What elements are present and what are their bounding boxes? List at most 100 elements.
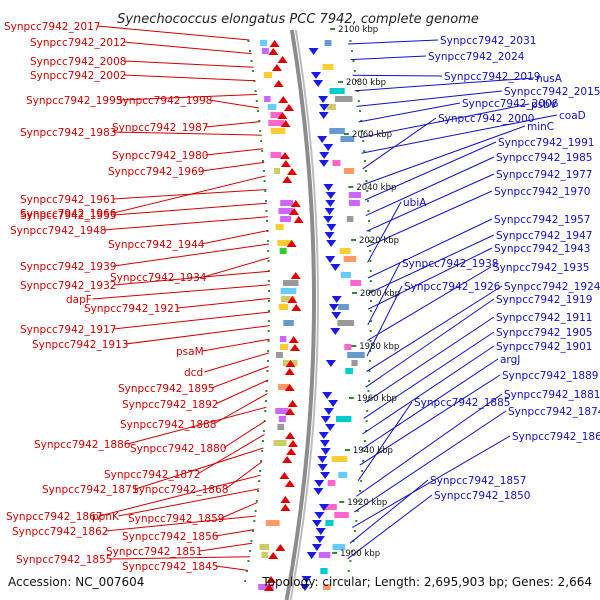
minus-strand-arrow — [286, 240, 297, 247]
minus-strand-arrow — [282, 456, 293, 463]
tick-dot — [369, 350, 372, 352]
plus-strand-arrow — [300, 584, 310, 591]
tick-dot — [244, 580, 247, 582]
tick-dot — [258, 120, 261, 122]
feature-box — [280, 344, 289, 350]
right-leader-line — [367, 218, 493, 279]
left-leader-line — [113, 189, 267, 200]
right-gene-label: minC — [527, 121, 554, 133]
tick-dot — [262, 160, 264, 162]
feature-box — [332, 544, 346, 550]
genome-summary-text: Topology: circular; Length: 2,695,903 bp… — [261, 575, 592, 589]
minus-strand-arrow — [280, 120, 291, 127]
tick-dot — [250, 540, 253, 542]
plus-strand-arrow — [311, 544, 322, 551]
feature-box — [324, 40, 332, 46]
gene-label-layer: 2100 kbp 2080 kbp 2060 kbp 2040 kbp 2020 kbp… — [4, 21, 600, 573]
right-leader-line — [357, 401, 413, 482]
tick-dot — [352, 60, 355, 62]
right-gene-label: ubiA — [403, 197, 427, 209]
tick-dot — [355, 80, 358, 82]
right-gene-label: Synpcc7942_2006 — [462, 98, 559, 110]
tick-dot — [247, 560, 250, 562]
left-gene-label: Synpcc7942_1969 — [108, 166, 204, 178]
minus-strand-arrow — [280, 152, 290, 159]
left-gene-label: Synpcc7942_1917 — [20, 324, 116, 336]
plus-strand-arrow — [331, 296, 342, 303]
tick-dot — [367, 200, 369, 202]
left-gene-label: Synpcc7942_1895 — [118, 383, 214, 395]
feature-box — [270, 112, 282, 118]
minus-strand-arrow — [268, 552, 279, 559]
tick-dot — [254, 510, 257, 512]
plus-strand-arrow — [318, 432, 329, 439]
left-gene-label: dapF — [66, 294, 92, 306]
plus-strand-arrow — [317, 136, 328, 143]
minus-strand-arrow — [285, 432, 296, 439]
feature-box — [267, 104, 277, 110]
tick-dot — [368, 370, 371, 372]
scale-label: 2060 kbp — [352, 130, 392, 140]
left-leader-line — [113, 270, 270, 286]
feature-box — [332, 160, 341, 166]
minus-strand-arrow — [288, 336, 299, 343]
right-gene-label: Synpcc7942_1947 — [496, 230, 592, 242]
minus-strand-arrow — [290, 344, 300, 351]
left-gene-label: Synpcc7942_1961 — [20, 194, 116, 206]
scale-label: 1980 kbp — [359, 342, 399, 352]
feature-box — [343, 256, 357, 262]
right-leader-line — [367, 201, 402, 263]
left-leader-line — [205, 148, 264, 156]
plus-strand-arrow — [306, 552, 317, 559]
feature-box — [344, 168, 355, 174]
tick-dot — [353, 70, 356, 72]
left-gene-label: Synpcc7942_1868 — [132, 484, 228, 496]
tick-dot — [362, 140, 365, 142]
right-leader-line — [362, 345, 495, 435]
feature-box — [322, 64, 334, 70]
right-gene-label: Synpcc7942_1919 — [496, 294, 592, 306]
plus-strand-arrow — [318, 112, 329, 119]
right-leader-line — [367, 266, 492, 341]
right-leader-line — [356, 90, 503, 107]
scale-label: 1900 kbp — [340, 549, 380, 559]
minus-strand-arrow — [293, 216, 304, 223]
right-leader-line — [350, 55, 427, 61]
feature-box — [339, 248, 351, 254]
left-leader-line — [109, 556, 251, 560]
right-gene-label: Synpcc7942_1926 — [404, 281, 501, 293]
right-leader-line — [354, 77, 535, 92]
plus-strand-arrow — [318, 160, 329, 167]
feature-box — [280, 216, 292, 222]
map-title: Synechococcus elongatus PCC 7942, comple… — [117, 12, 479, 27]
feature-box — [280, 200, 293, 206]
tick-dot — [364, 440, 366, 442]
tick-dot — [261, 150, 264, 152]
left-leader-line — [92, 284, 270, 300]
right-gene-label: Synpcc7942_1866 — [512, 431, 600, 443]
feature-box — [262, 48, 269, 54]
right-gene-label: argJ — [500, 354, 520, 366]
left-gene-label: Synpcc7942_1871 — [42, 484, 138, 496]
minus-strand-arrow — [271, 64, 282, 71]
tick-dot — [366, 410, 369, 412]
right-gene-label: Synpcc7942_1857 — [430, 475, 526, 487]
minus-strand-arrow — [285, 408, 295, 415]
tick-dot — [267, 280, 270, 282]
tick-dot — [245, 570, 248, 572]
left-gene-label: Synpcc7942_1845 — [122, 561, 218, 573]
feature-box — [278, 208, 293, 214]
tick-dot — [349, 560, 352, 562]
tick-dot — [268, 290, 270, 292]
feature-box — [336, 416, 352, 422]
right-gene-label: Synpcc7942_1911 — [496, 312, 592, 324]
left-gene-label: dcd — [184, 367, 203, 379]
plus-strand-arrow — [319, 152, 330, 159]
left-gene-label: Synpcc7942_1934 — [110, 272, 207, 284]
plus-strand-arrow — [313, 488, 324, 495]
plus-strand-arrow — [328, 400, 339, 407]
tick-dot — [368, 240, 371, 242]
tick-dot — [369, 250, 372, 252]
left-leader-line — [113, 202, 268, 216]
